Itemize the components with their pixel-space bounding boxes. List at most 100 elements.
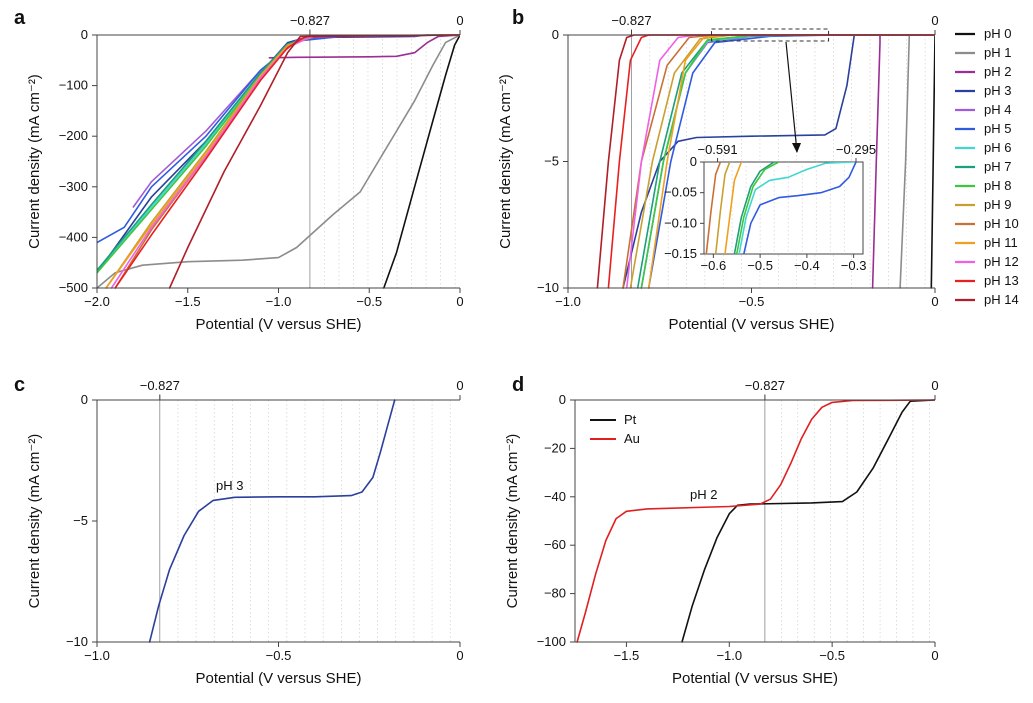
legend-label-ph-11: pH 11 [984, 235, 1018, 250]
series-line-ph-12 [110, 34, 460, 289]
top-mark-label: −0.827 [745, 378, 785, 393]
zoom-arrow-head [792, 143, 801, 153]
top-mark-label: 0 [931, 378, 938, 393]
x-tick-label: 0 [456, 294, 463, 309]
legend-label-ph-1: pH 1 [984, 45, 1011, 60]
y-tick-label: 0 [552, 27, 559, 42]
y-tick-label: −20 [544, 440, 566, 455]
x-tick-label: 0 [456, 648, 463, 663]
series-line-ph-13 [114, 34, 460, 289]
series-line-ph-0 [930, 34, 935, 289]
panel-a: −2.0 −1.5 −1.0 −0.5 0 0 −100 −200 −300 −400 −500 −0… [14, 7, 464, 333]
panel-c: −1.0 −0.5 0 0 −5 −10 −0.827 0 Potential (V versu… [14, 374, 464, 687]
inset-series-line-ph-6 [738, 162, 855, 254]
inset-top-mark-label: −0.295 [836, 142, 876, 157]
legend-label-ph-0: pH 0 [984, 26, 1011, 41]
inset-x-tick-label: −0.6 [701, 258, 727, 273]
inset-x-tick-label: −0.3 [841, 258, 867, 273]
inset-x-tick-label: −0.5 [747, 258, 773, 273]
panel-letter: d [512, 374, 524, 396]
legend-label-ph-4: pH 4 [984, 102, 1011, 117]
inset-y-tick-label: 0 [690, 154, 697, 169]
panel-b-inset: −0.6 −0.5 −0.4 −0.3 0 −0.05 −0.10 −0.15 −0.591 −0… [664, 28, 876, 273]
annotation-ph2: pH 2 [690, 487, 717, 502]
top-mark-label: −0.827 [290, 13, 330, 28]
series-group [148, 399, 396, 643]
legend-label-ph-3: pH 3 [984, 83, 1011, 98]
legend-label-pt: Pt [624, 412, 637, 427]
x-tick-label: −1.0 [266, 294, 292, 309]
y-tick-label: −300 [59, 179, 88, 194]
y-tick-label: −200 [59, 128, 88, 143]
series-line-ph-9 [105, 34, 460, 289]
series-group [97, 34, 460, 289]
x-tick-label: −2.0 [84, 294, 110, 309]
series-line-ph-11 [105, 34, 460, 289]
x-tick-label: −0.5 [739, 294, 765, 309]
legend-label-ph-2: pH 2 [984, 64, 1011, 79]
zoom-box [710, 28, 830, 42]
legend-label-ph-5: pH 5 [984, 121, 1011, 136]
series-line-ph-3 [148, 399, 396, 643]
y-tick-label: −60 [544, 537, 566, 552]
x-tick-label: −1.0 [716, 648, 742, 663]
inset-x-tick-label: −0.4 [794, 258, 820, 273]
series-group [576, 399, 935, 643]
y-tick-label: −40 [544, 489, 566, 504]
x-tick-label: −0.5 [356, 294, 382, 309]
panel-b: −1.0 −0.5 0 0 −5 −10 −0.827 0 Potential (V versu… [497, 7, 939, 333]
inset-series-group [705, 162, 857, 254]
top-mark-label: 0 [456, 378, 463, 393]
y-tick-label: −400 [59, 229, 88, 244]
series-line-ph-2 [871, 34, 881, 289]
zoom-arrow [785, 41, 798, 153]
top-mark-label: 0 [456, 13, 463, 28]
legend-label-ph-12: pH 12 [984, 254, 1019, 269]
y-tick-label: −500 [59, 280, 88, 295]
x-axis-label: Potential (V versus SHE) [196, 316, 362, 333]
x-tick-label: 0 [931, 648, 938, 663]
y-axis-label: Current density (mA cm⁻²) [504, 434, 521, 609]
panel-letter: a [14, 7, 26, 29]
y-axis-label: Current density (mA cm⁻²) [26, 74, 43, 249]
panel-letter: b [512, 7, 524, 29]
y-tick-label: 0 [559, 392, 566, 407]
legend-label-ph-6: pH 6 [984, 140, 1011, 155]
inset-frame [703, 161, 864, 255]
series-line-ph-1 [97, 34, 460, 289]
annotation-ph3: pH 3 [216, 478, 243, 493]
y-tick-label: 0 [81, 27, 88, 42]
y-tick-label: −80 [544, 586, 566, 601]
series-line-ph-3 [622, 34, 856, 289]
x-tick-label: −0.5 [819, 648, 845, 663]
series-line-ph-10 [114, 34, 460, 289]
x-tick-label: 0 [931, 294, 938, 309]
inset-series-line-ph-8 [735, 162, 780, 254]
series-line-ph-1 [899, 34, 911, 289]
inset-top-mark-label: −0.591 [697, 142, 737, 157]
legend-label-ph-7: pH 7 [984, 159, 1011, 174]
legend-label-ph-9: pH 9 [984, 197, 1011, 212]
legend-label-ph-13: pH 13 [984, 273, 1019, 288]
legend-label-au: Au [624, 431, 640, 446]
series-line-ph-14 [168, 34, 460, 289]
y-tick-label: −100 [59, 78, 88, 93]
ph-legend: pH 0 pH 1 pH 2 pH 3 pH 4 pH 5 pH 6 pH 7 pH 8 pH 9… [955, 26, 1019, 307]
x-axis-label: Potential (V versus SHE) [196, 670, 362, 687]
y-axis-label: Current density (mA cm⁻²) [26, 434, 43, 609]
series-line-ph-5 [97, 34, 460, 244]
x-tick-label: −1.0 [84, 648, 110, 663]
y-tick-label: −10 [66, 634, 88, 649]
legend-label-ph-8: pH 8 [984, 178, 1011, 193]
x-axis-label: Potential (V versus SHE) [669, 316, 835, 333]
inset-series-line-ph-11 [724, 162, 743, 254]
legend-label-ph-14: pH 14 [984, 292, 1019, 307]
top-mark-label: 0 [931, 13, 938, 28]
series-line-au [576, 399, 935, 643]
inset-series-line-ph-7 [733, 162, 775, 254]
top-mark-label: −0.827 [611, 13, 651, 28]
inset-y-tick-label: −0.15 [664, 246, 697, 261]
y-tick-label: 0 [81, 392, 88, 407]
inset-series-line-ph-10 [705, 162, 722, 254]
